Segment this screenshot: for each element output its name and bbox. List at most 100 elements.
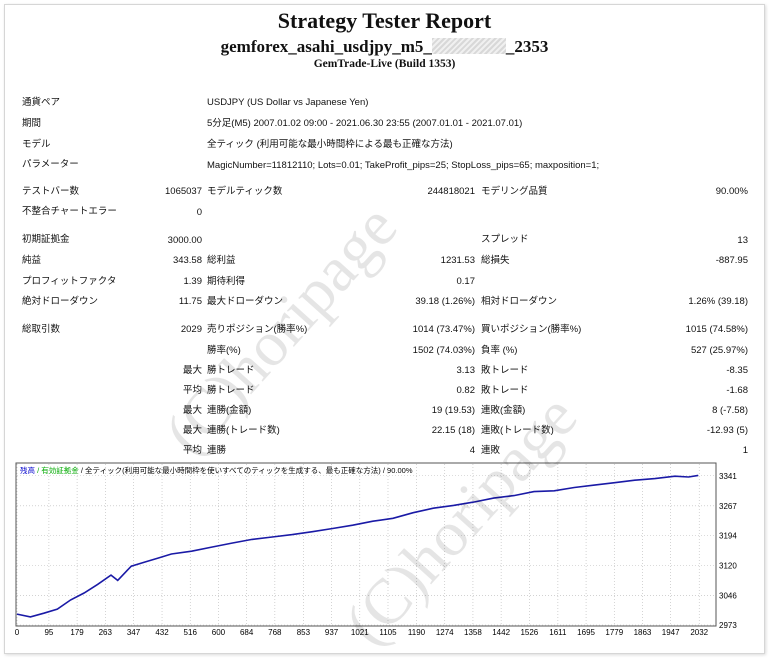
chart-x-tick-label: 1442 (492, 628, 510, 637)
chart-y-axis: 3341 3267 3194 3120 3046 2973 (719, 472, 737, 630)
report-build: GemTrade-Live (Build 1353) (313, 58, 456, 70)
pf-value: 1.39 (183, 276, 203, 287)
info-value-period: 5分足(M5) 2007.01.02 09:00 - 2021.06.30 23… (207, 118, 523, 129)
net-label: 純益 (22, 255, 42, 266)
info-value-symbol: USDJPY (US Dollar vs Japanese Yen) (207, 97, 369, 108)
info-label-symbol: 通貨ペア (22, 97, 61, 108)
spread-value: 13 (737, 235, 748, 246)
abs-dd-label: 絶対ドローダウン (22, 296, 99, 307)
chart-x-tick-label: 1611 (549, 628, 567, 637)
info-label-model: モデル (22, 139, 51, 150)
max-consec-loss-money-label: 連敗(金額) (481, 405, 526, 416)
deposit-label: 初期証拠金 (22, 234, 70, 245)
largest-win-label: 勝トレード (207, 365, 255, 376)
chart-y-tick-label: 3267 (719, 502, 737, 511)
avg-consec-win-value: 4 (469, 445, 475, 456)
chart-y-tick-label: 3194 (719, 531, 737, 540)
chart-x-tick-label: 1695 (577, 628, 595, 637)
avg-loss-label: 敗トレード (481, 385, 529, 396)
average-label: 平均 (182, 385, 202, 396)
chart-x-tick-label: 1021 (351, 628, 369, 637)
chart-header-item: / 90.00% (381, 466, 413, 475)
win-label: 勝率(%) (207, 345, 241, 356)
chart-header-item: 残高 (20, 465, 35, 475)
max1-label: 最大 (182, 405, 202, 416)
avg-consec-win-label: 連勝 (207, 445, 227, 456)
mismatch-value: 0 (196, 207, 202, 218)
max-consec-loss-money-value: 8 (-7.58) (712, 405, 748, 416)
report-title: Strategy Tester Report (277, 8, 492, 33)
deposit-value: 3000.00 (167, 235, 202, 246)
balance-chart: 残高 / 有効証拠金 / 全ティック(利用可能な最小時間枠を使いすべてのティック… (15, 462, 753, 644)
chart-x-tick-label: 1526 (520, 628, 538, 637)
ticks-label: モデルティック数 (207, 186, 283, 197)
expected-label: 期待利得 (207, 276, 246, 287)
chart-header-item: / 全ティック(利用可能な最小時間枠を使いすべてのティックを生成する、最も正確な… (79, 465, 382, 475)
chart-x-tick-label: 1190 (408, 628, 426, 637)
total-trades-value: 2029 (180, 324, 202, 335)
quality-label: モデリング品質 (481, 186, 548, 197)
chart-y-tick-label: 3046 (719, 591, 737, 600)
max-dd-label: 最大ドローダウン (207, 296, 284, 307)
long-label: 買いポジション(勝率%) (481, 324, 582, 335)
chart-header-text: 残高 / 有効証拠金 / 全ティック(利用可能な最小時間枠を使いすべてのティック… (20, 465, 413, 475)
report-name-suffix: _2353 (505, 37, 549, 56)
short-label: 売りポジション(勝率%) (207, 324, 308, 335)
chart-x-tick-label: 1863 (634, 628, 652, 637)
chart-x-tick-label: 1358 (464, 628, 482, 637)
abs-dd-value: 11.75 (178, 296, 202, 307)
max-consec-win-money-label: 連勝(金額) (207, 405, 252, 416)
loss-label: 負率 (%) (481, 345, 518, 356)
largest-label: 最大 (182, 365, 202, 376)
report-name: gemforex_asahi_usdjpy_m5_ _2353 (0, 37, 769, 57)
chart-x-tick-label: 1105 (379, 628, 397, 637)
long-value: 1015 (74.58%) (685, 324, 748, 335)
info-value-parameters: MagicNumber=11812110; Lots=0.01; TakePro… (207, 160, 600, 171)
chart-x-tick-label: 853 (297, 628, 311, 637)
report-name-prefix: gemforex_asahi_usdjpy_m5_ (220, 37, 432, 56)
largest-loss-label: 敗トレード (481, 365, 529, 376)
chart-y-tick-label: 3120 (719, 561, 737, 570)
info-value-model: 全ティック (利用可能な最小時間枠による最も正確な方法) (207, 139, 453, 150)
ticks-value: 244818021 (427, 186, 475, 197)
quality-value: 90.00% (715, 186, 748, 197)
bars-value: 1065037 (165, 186, 202, 197)
loss-value: 527 (25.97%) (690, 345, 748, 356)
chart-x-tick-label: 1779 (605, 628, 623, 637)
bars-label: テストバー数 (22, 186, 80, 197)
chart-x-tick-label: 2032 (690, 628, 708, 637)
chart-header-item: / 有効証拠金 (35, 465, 79, 475)
avg-win-value: 0.82 (456, 385, 476, 396)
gross-loss-value: -887.95 (715, 255, 748, 266)
short-value: 1014 (73.47%) (412, 324, 475, 335)
max-consec-win-money-value: 19 (19.53) (431, 405, 475, 416)
largest-loss-value: -8.35 (726, 365, 748, 376)
gross-profit-value: 1231.53 (440, 255, 475, 266)
chart-y-tick-label: 2973 (719, 621, 737, 630)
max-consec-profit-label: 連勝(トレード数) (207, 425, 280, 436)
info-label-period: 期間 (22, 118, 42, 129)
info-label-parameters: パラメーター (22, 159, 79, 170)
gross-profit-label: 総利益 (207, 255, 236, 266)
largest-win-value: 3.13 (456, 365, 476, 376)
rel-dd-value: 1.26% (39.18) (688, 296, 748, 307)
chart-x-tick-label: 263 (99, 628, 113, 637)
max-consec-loss-label: 連敗(トレード数) (481, 425, 554, 436)
chart-y-tick-label: 3341 (719, 472, 737, 481)
chart-x-tick-label: 1274 (436, 628, 454, 637)
mismatch-label: 不整合チャートエラー (22, 206, 117, 217)
max2-label: 最大 (182, 425, 202, 436)
chart-x-tick-label: 1947 (662, 628, 680, 637)
total-trades-label: 総取引数 (22, 324, 61, 335)
max-consec-loss-value: -12.93 (5) (706, 425, 748, 436)
avg2-label: 平均 (182, 445, 202, 456)
rel-dd-label: 相対ドローダウン (481, 296, 558, 307)
expected-value: 0.17 (456, 276, 476, 287)
chart-x-tick-label: 95 (44, 628, 53, 637)
chart-x-tick-label: 347 (127, 628, 141, 637)
spread-label: スプレッド (481, 234, 529, 245)
avg-consec-loss-label: 連敗 (481, 445, 501, 456)
gross-loss-label: 総損失 (481, 255, 510, 266)
chart-x-tick-label: 0 (15, 628, 20, 637)
chart-x-axis: 0 95 179 263 347 432 516 600 684 768 853 937 1021 110… (15, 628, 709, 637)
